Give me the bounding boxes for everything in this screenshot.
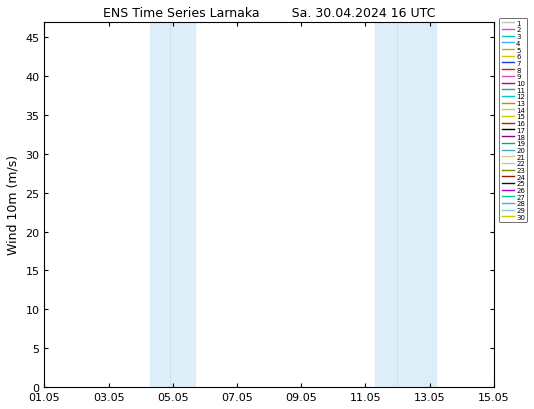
Title: ENS Time Series Larnaka        Sa. 30.04.2024 16 UTC: ENS Time Series Larnaka Sa. 30.04.2024 1… <box>103 7 435 20</box>
Bar <box>151 22 195 387</box>
Bar <box>375 22 436 387</box>
Y-axis label: Wind 10m (m/s): Wind 10m (m/s) <box>7 155 20 255</box>
Legend: 1, 2, 3, 4, 5, 6, 7, 8, 9, 10, 11, 12, 13, 14, 15, 16, 17, 18, 19, 20, 21, 22, 2: 1, 2, 3, 4, 5, 6, 7, 8, 9, 10, 11, 12, 1… <box>499 19 527 222</box>
